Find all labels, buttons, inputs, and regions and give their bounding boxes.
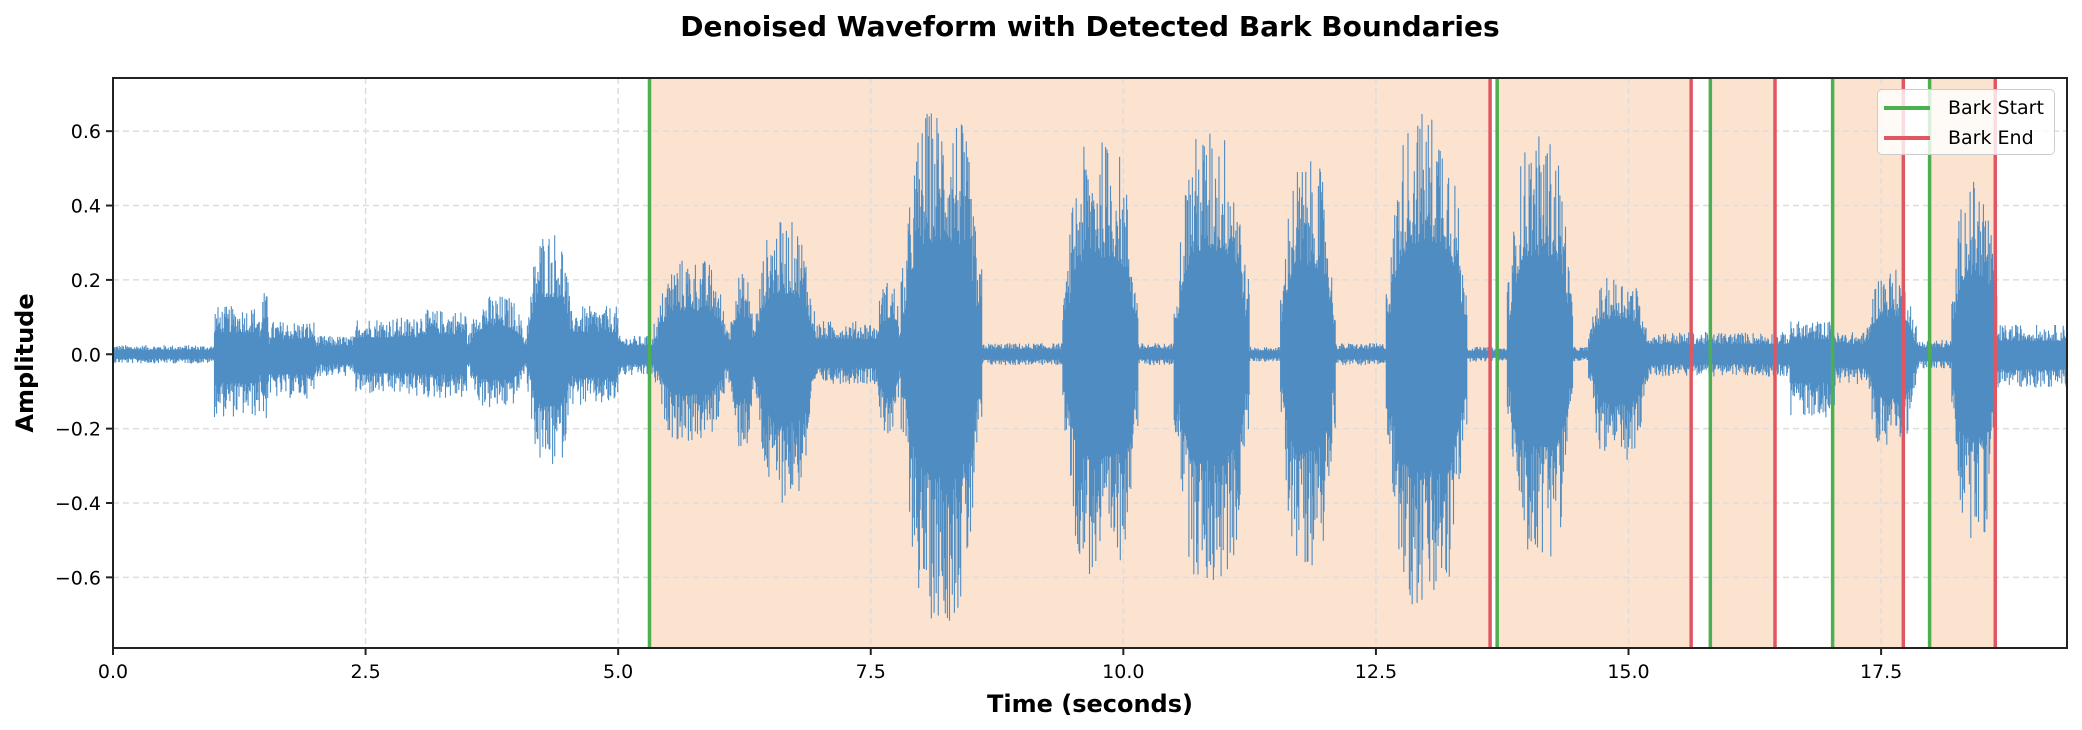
y-tick-label: 0.2 — [71, 270, 101, 292]
y-tick-label: 0.0 — [71, 344, 101, 366]
legend-item-bark-start: Bark Start — [1884, 94, 2044, 122]
x-axis-label: Time (seconds) — [987, 690, 1193, 718]
y-axis-label: Amplitude — [11, 293, 39, 432]
x-tick-label: 0.0 — [98, 661, 128, 683]
bark-start-swatch-icon — [1884, 106, 1930, 110]
legend-item-bark-end: Bark End — [1884, 124, 2034, 152]
x-tick-label: 15.0 — [1607, 661, 1649, 683]
x-tick-label: 5.0 — [603, 661, 633, 683]
x-tick-label: 10.0 — [1102, 661, 1144, 683]
tick-labels: 0.0 2.5 5.0 7.5 10.0 12.5 15.0 17.5 −0.6 −0.4 −0.2… — [55, 121, 1902, 683]
bark-end-swatch-icon — [1884, 136, 1930, 140]
bark-boundary-lines — [647, 78, 1998, 648]
y-tick-label: −0.4 — [55, 493, 101, 515]
x-tick-label: 2.5 — [350, 661, 380, 683]
axes — [106, 77, 2068, 655]
x-tick-label: 17.5 — [1860, 661, 1902, 683]
chart-title: Denoised Waveform with Detected Bark Bou… — [680, 10, 1500, 43]
x-tick-label: 7.5 — [856, 661, 886, 683]
legend-label: Bark Start — [1948, 97, 2044, 119]
legend: Bark Start Bark End — [1877, 89, 2055, 155]
y-tick-label: 0.6 — [71, 121, 101, 143]
x-tick-label: 12.5 — [1355, 661, 1397, 683]
y-tick-label: −0.6 — [55, 567, 101, 589]
y-tick-label: 0.4 — [71, 196, 101, 218]
y-tick-label: −0.2 — [55, 419, 101, 441]
legend-label: Bark End — [1948, 127, 2034, 149]
